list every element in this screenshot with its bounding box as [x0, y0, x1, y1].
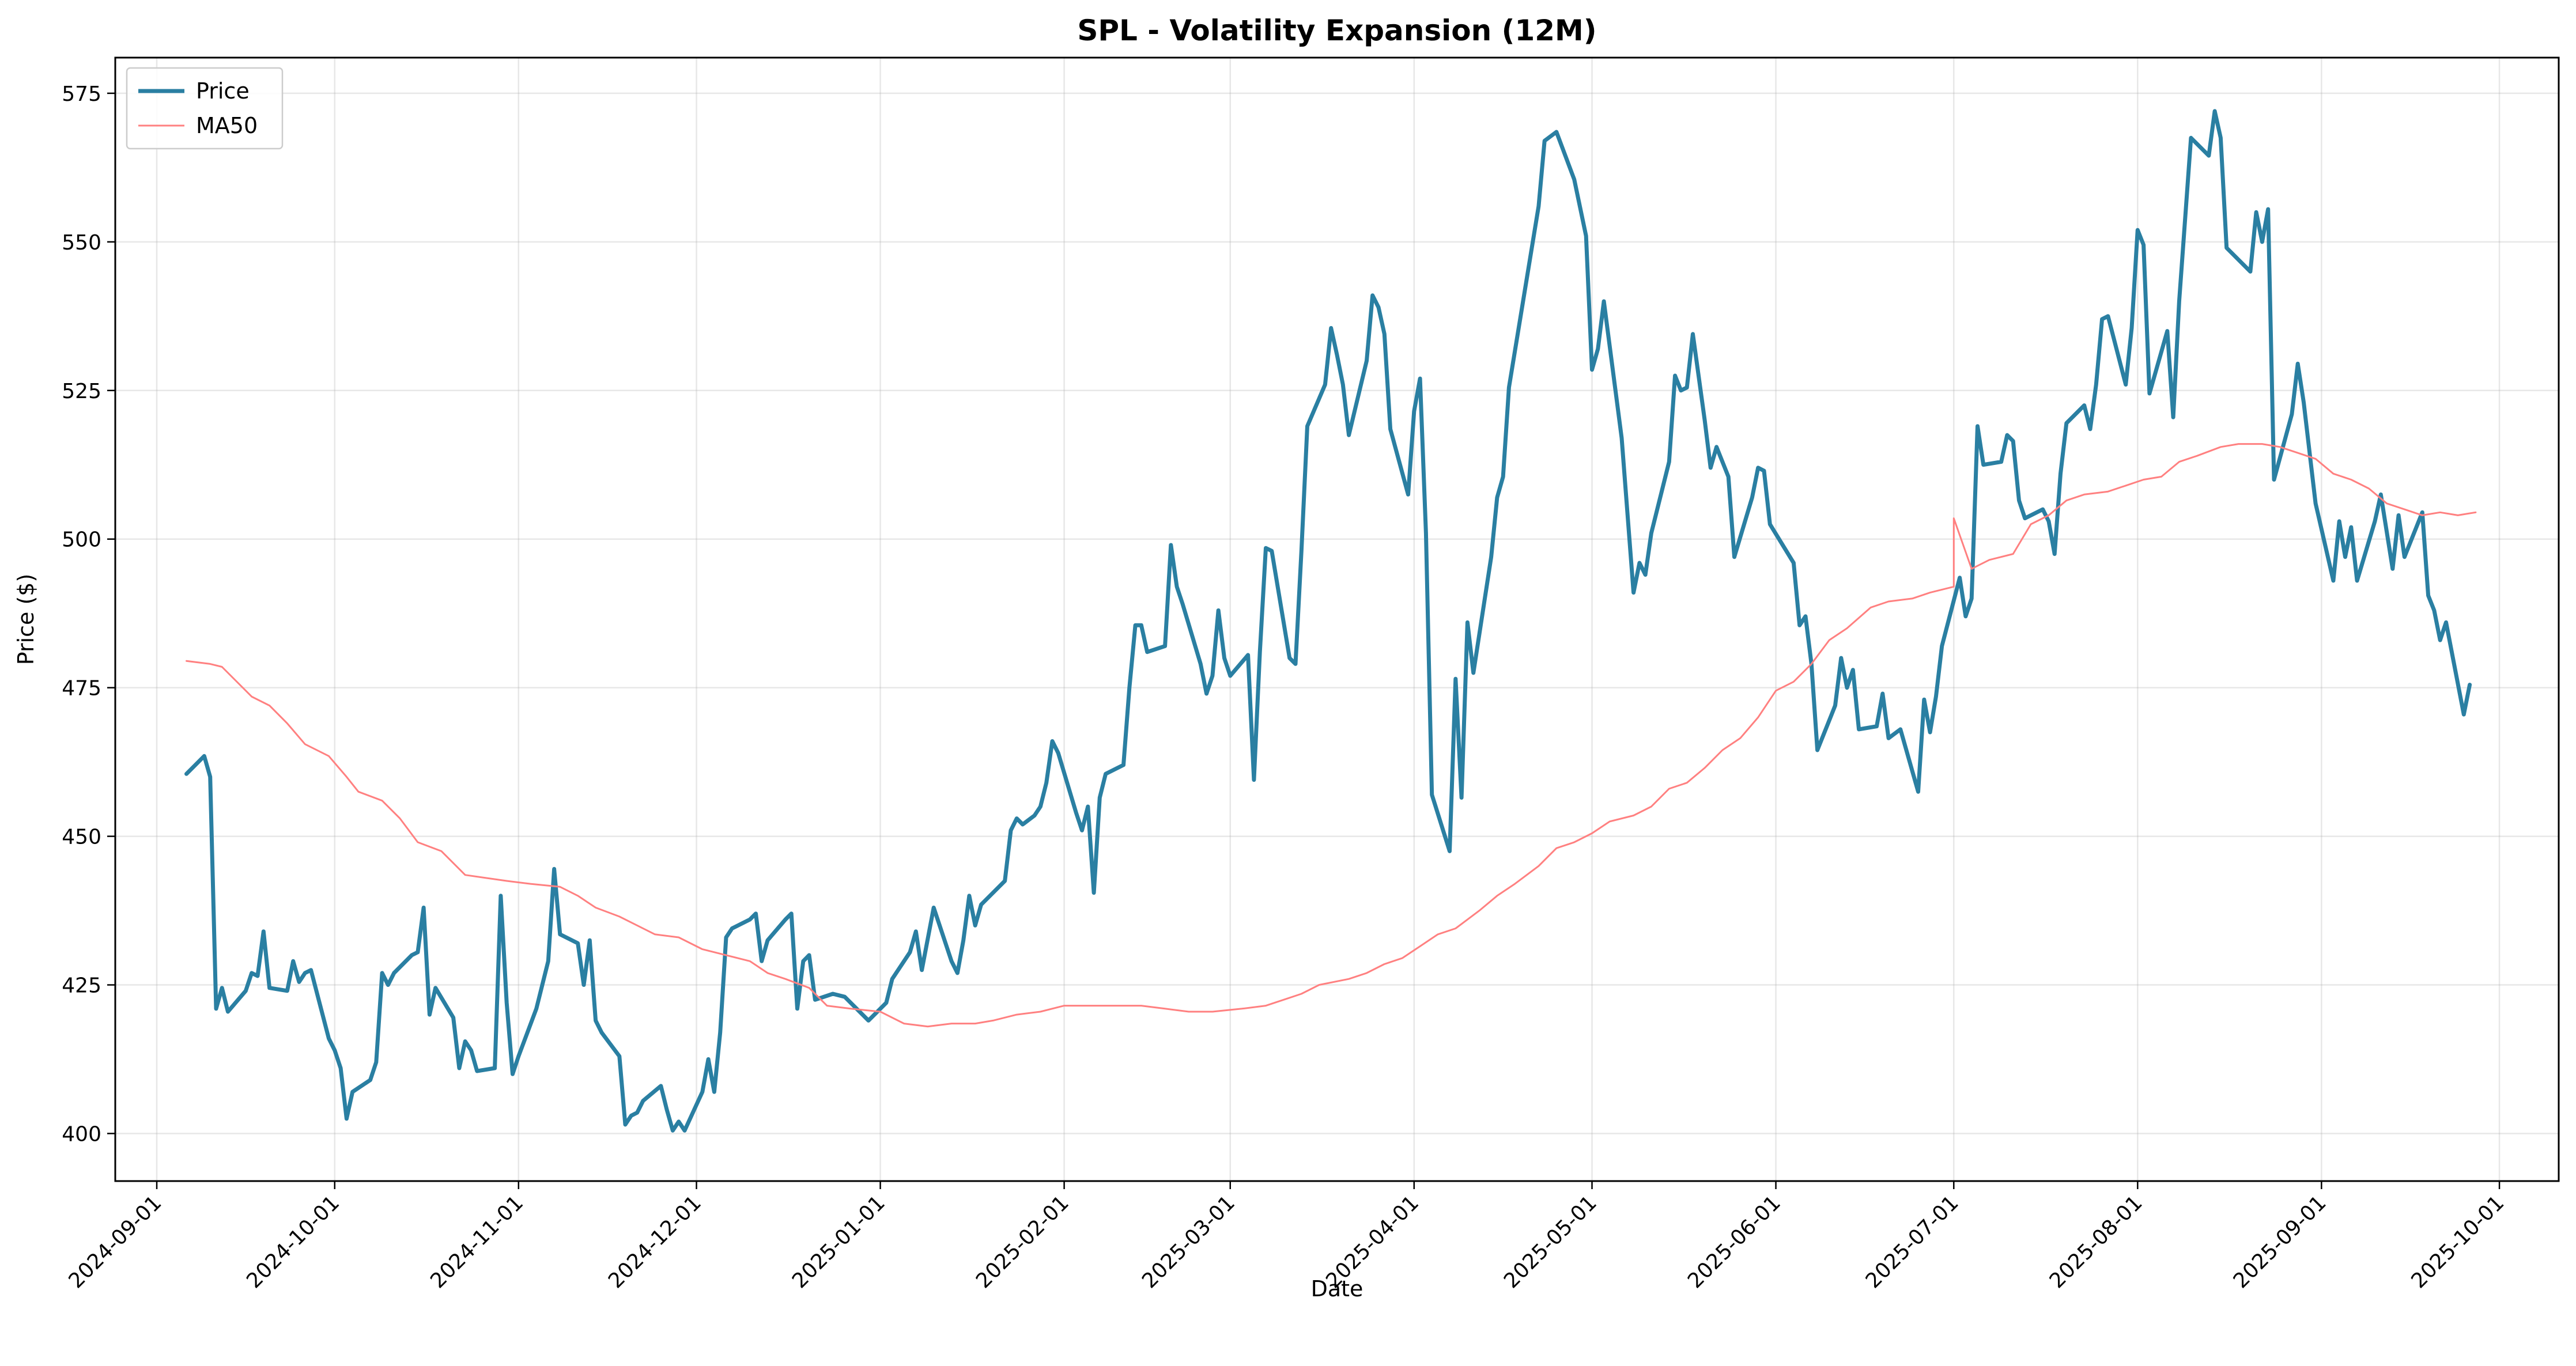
series-layer — [184, 109, 2477, 1133]
y-tick-label: 525 — [62, 380, 101, 403]
x-tick-label: 2025-10-01 — [2407, 1191, 2509, 1293]
y-tick-label: 475 — [62, 677, 101, 701]
y-tick-label: 400 — [62, 1122, 101, 1146]
legend-ma50-label: MA50 — [196, 113, 258, 138]
x-tick-label: 2025-02-01 — [972, 1191, 1074, 1293]
x-tick-label: 2024-12-01 — [604, 1191, 706, 1293]
price-line — [184, 109, 2472, 1133]
plot-frame — [114, 56, 2560, 1182]
y-tick-label: 550 — [62, 231, 101, 255]
x-tick-label: 2025-01-01 — [788, 1191, 890, 1293]
legend: Price MA50 — [126, 67, 284, 150]
x-tick-label: 2024-09-01 — [64, 1191, 166, 1293]
x-tick-label: 2025-03-01 — [1138, 1191, 1240, 1293]
x-axis-label: Date — [1311, 1276, 1363, 1301]
y-tick-label: 425 — [62, 974, 101, 998]
x-tick-label: 2024-10-01 — [242, 1191, 344, 1293]
y-axis: 400 425 450 475 500 525 550 575 — [62, 82, 115, 1146]
y-tick-label: 575 — [62, 82, 101, 106]
x-tick-label: 2025-09-01 — [2229, 1191, 2331, 1293]
x-tick-label: 2025-07-01 — [1861, 1191, 1963, 1293]
legend-price-label: Price — [196, 78, 250, 104]
x-tick-label: 2025-08-01 — [2045, 1191, 2147, 1293]
y-tick-label: 450 — [62, 826, 101, 849]
y-tick-label: 500 — [62, 528, 101, 552]
chart-title: SPL - Volatility Expansion (12M) — [1077, 14, 1596, 47]
y-axis-label: Price ($) — [13, 574, 39, 665]
grid-layer — [115, 58, 2559, 1181]
legend-box — [126, 67, 284, 150]
x-tick-label: 2025-06-01 — [1683, 1191, 1785, 1293]
x-tick-label: 2024-11-01 — [426, 1191, 528, 1293]
ma50-line — [186, 443, 2477, 1028]
x-axis: 2024-09-01 2024-10-01 2024-11-01 2024-12-01… — [64, 1181, 2509, 1293]
x-tick-label: 2025-05-01 — [1499, 1191, 1601, 1293]
